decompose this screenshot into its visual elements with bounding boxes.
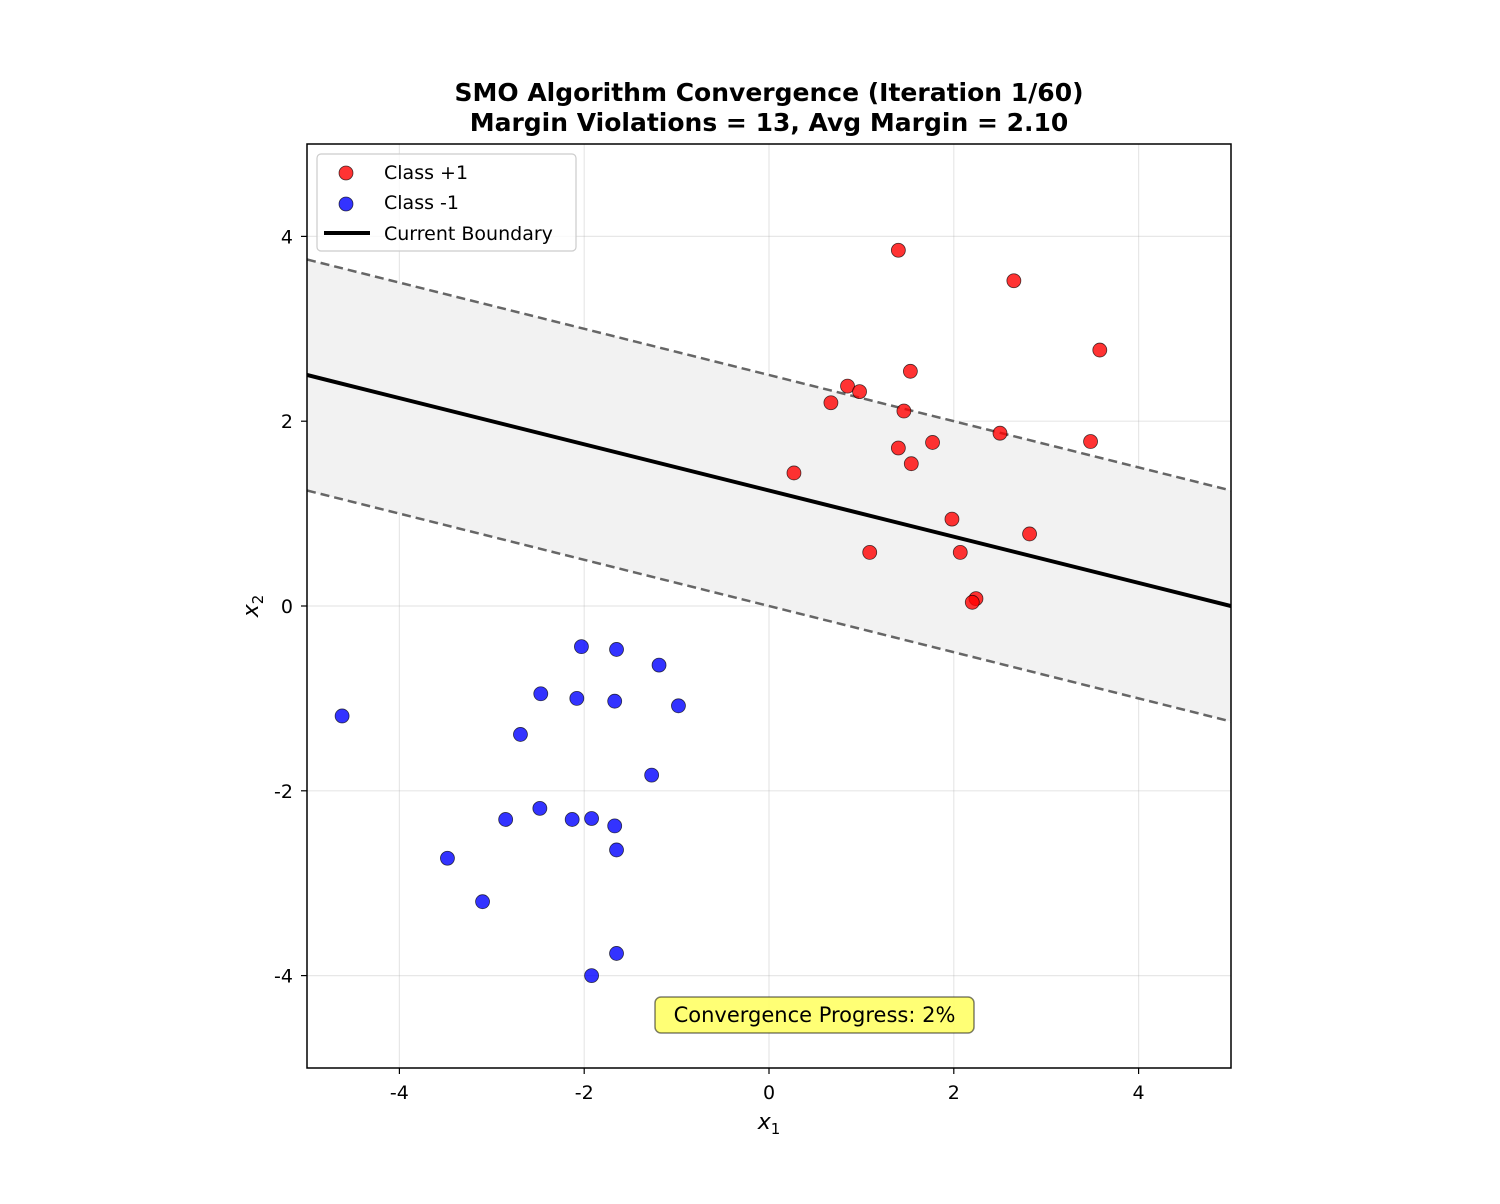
x-axis-ticks: -4 -2 0 2 4 — [390, 1068, 1145, 1104]
x-tick-label: 4 — [1133, 1082, 1145, 1104]
data-point-class-neg — [564, 812, 580, 827]
y-tick-label: 4 — [281, 226, 293, 248]
legend-box — [316, 153, 577, 252]
data-point-class-neg — [584, 811, 599, 826]
x-tick-label: 2 — [948, 1082, 960, 1104]
chart-title-line1: SMO Algorithm Convergence (Iteration 1/6… — [454, 78, 1083, 107]
data-point-class-neg — [574, 639, 589, 655]
data-point-class-neg — [440, 850, 455, 866]
data-point-class-neg — [607, 693, 623, 709]
data-point-class-neg — [475, 894, 490, 910]
data-point-class-neg — [533, 686, 549, 702]
annotation-text: Convergence Progress: 2% — [674, 1003, 956, 1027]
y-axis-label-main: x — [239, 603, 264, 618]
y-tick-label: 0 — [281, 596, 293, 618]
data-point-class-pos — [902, 363, 918, 379]
data-point-class-neg — [584, 968, 599, 983]
decision-boundary-line — [307, 373, 1231, 608]
y-axis-label-sub: 2 — [249, 595, 267, 605]
data-point-class-neg — [651, 657, 667, 673]
x-tick-label: -2 — [575, 1082, 594, 1104]
data-point-class-neg — [671, 698, 686, 714]
data-point-class-neg — [607, 818, 623, 834]
data-point-class-pos — [964, 594, 980, 610]
data-point-class-neg — [609, 842, 624, 858]
data-point-class-pos — [1006, 273, 1022, 289]
data-point-class-pos — [903, 456, 919, 472]
x-axis-label-sub: 1 — [771, 1120, 781, 1138]
plot-layer — [307, 242, 1231, 983]
data-point-class-pos — [896, 403, 912, 419]
legend-class-pos-label: Class +1 — [384, 162, 468, 184]
data-point-class-neg — [532, 800, 548, 816]
margin-upper-line — [307, 258, 1231, 492]
data-point-class-neg — [609, 642, 624, 657]
class-neg-points — [334, 639, 686, 983]
data-point-class-pos — [992, 425, 1008, 441]
data-point-class-pos — [1092, 342, 1108, 358]
data-point-class-neg — [334, 708, 350, 724]
x-axis-label-main: x — [757, 1110, 772, 1135]
legend: Class +1 Class -1 Current Boundary — [316, 153, 577, 252]
legend-class-neg-marker — [338, 196, 354, 212]
margin-lower-line — [307, 489, 1231, 723]
data-point-class-neg — [609, 946, 624, 961]
y-axis-ticks: -4 -2 0 2 4 — [274, 226, 307, 988]
data-point-class-pos — [823, 395, 839, 411]
y-tick-label: -4 — [274, 966, 293, 988]
data-point-class-pos — [890, 440, 906, 456]
class-pos-points — [786, 242, 1108, 610]
data-point-class-pos — [925, 435, 940, 450]
chart-title-line2: Margin Violations = 13, Avg Margin = 2.1… — [470, 108, 1069, 137]
annotation-box — [654, 996, 975, 1034]
data-point-class-pos — [786, 465, 802, 481]
data-point-class-pos — [944, 511, 960, 527]
data-point-class-pos — [852, 384, 867, 400]
y-tick-label: -2 — [274, 781, 293, 803]
legend-boundary-label: Current Boundary — [384, 223, 553, 245]
data-point-class-pos — [862, 545, 878, 560]
data-point-class-neg — [644, 767, 660, 783]
y-tick-label: 2 — [281, 411, 293, 433]
x-tick-label: -4 — [390, 1082, 409, 1104]
y-axis-label: x2 — [239, 595, 267, 619]
x-tick-label: 0 — [763, 1082, 775, 1104]
data-point-class-neg — [513, 727, 528, 742]
legend-class-neg-label: Class -1 — [384, 192, 459, 214]
x-axis-label: x1 — [757, 1110, 781, 1138]
data-point-class-neg — [569, 691, 585, 706]
data-point-class-pos — [1022, 526, 1037, 542]
data-point-class-pos — [840, 378, 855, 394]
data-point-class-pos — [1083, 434, 1098, 449]
data-point-class-pos — [890, 242, 906, 258]
data-point-class-neg — [498, 812, 514, 827]
data-point-class-pos — [952, 545, 968, 560]
convergence-annotation: Convergence Progress: 2% — [654, 996, 975, 1034]
legend-class-pos-marker — [338, 165, 354, 181]
